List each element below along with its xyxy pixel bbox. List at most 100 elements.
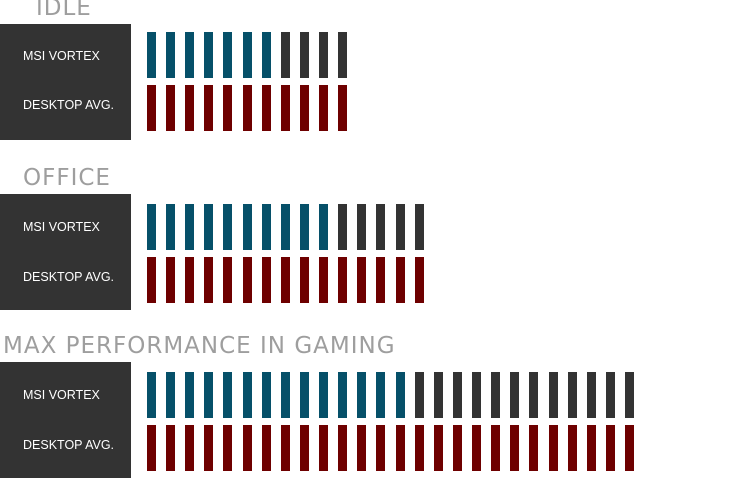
bar-segment-filled [204, 32, 213, 78]
bar-segment-filled [166, 372, 175, 418]
bar-segment-filled [396, 425, 405, 471]
bar-segment-empty [357, 204, 366, 250]
bar-segment-filled [204, 372, 213, 418]
bar-segment-empty [415, 372, 424, 418]
bar-segment-filled [319, 85, 328, 131]
bar-segment-filled [243, 257, 252, 303]
bar-segment-filled [204, 204, 213, 250]
bar-segment-filled [587, 425, 596, 471]
bar-segment-filled [243, 32, 252, 78]
bar-segment-filled [147, 32, 156, 78]
bar-segment-filled [223, 32, 232, 78]
bar-segment-filled [281, 425, 290, 471]
bar-segment-empty [281, 32, 290, 78]
bar-segment-filled [262, 372, 271, 418]
bar-segment-filled [376, 372, 385, 418]
bar-segment-filled [606, 425, 615, 471]
bar-segment-filled [281, 85, 290, 131]
bar-segment-filled [319, 204, 328, 250]
series-label-msi-vortex: MSI VORTEX [23, 220, 100, 234]
bar-segment-empty [510, 372, 519, 418]
bar-segment-empty [491, 372, 500, 418]
bar-segment-filled [281, 257, 290, 303]
bar-segment-filled [319, 372, 328, 418]
bar-segment-empty [549, 372, 558, 418]
section-title-max-performance-gaming: MAX PERFORMANCE IN GAMING [3, 333, 396, 359]
bar-segment-filled [243, 204, 252, 250]
bar-segment-filled [166, 204, 175, 250]
bar-segment-filled [300, 257, 309, 303]
bar-segment-filled [549, 425, 558, 471]
series-label-msi-vortex: MSI VORTEX [23, 49, 100, 63]
bar-segment-filled [338, 425, 347, 471]
bar-segment-filled [319, 257, 328, 303]
bar-segment-filled [166, 85, 175, 131]
bar-segment-filled [319, 425, 328, 471]
bar-segment-filled [166, 257, 175, 303]
bar-segment-filled [185, 32, 194, 78]
bar-segment-filled [281, 372, 290, 418]
bar-segment-filled [262, 85, 271, 131]
bar-segment-filled [415, 425, 424, 471]
bar-segment-filled [357, 257, 366, 303]
bar-segment-empty [568, 372, 577, 418]
bar-segment-filled [147, 85, 156, 131]
bar-segment-empty [319, 32, 328, 78]
series-label-desktop-avg: DESKTOP AVG. [23, 438, 115, 452]
bar-segment-filled [204, 257, 213, 303]
bar-segment-filled [529, 425, 538, 471]
bar-segment-filled [357, 425, 366, 471]
label-box-office [0, 194, 131, 310]
series-label-msi-vortex: MSI VORTEX [23, 388, 100, 402]
bar-segment-filled [491, 425, 500, 471]
bar-segment-filled [166, 425, 175, 471]
bar-segment-filled [338, 257, 347, 303]
bar-segment-empty [338, 204, 347, 250]
bar-segment-filled [396, 257, 405, 303]
bar-segment-filled [223, 204, 232, 250]
bar-segment-filled [415, 257, 424, 303]
bar-segment-filled [376, 257, 385, 303]
bar-segment-empty [529, 372, 538, 418]
bar-segment-filled [147, 204, 156, 250]
bar-segment-filled [204, 85, 213, 131]
bar-segment-filled [262, 425, 271, 471]
bar-segment-empty [587, 372, 596, 418]
bar-segment-empty [606, 372, 615, 418]
bar-segment-filled [453, 425, 462, 471]
bar-segment-filled [300, 372, 309, 418]
bar-segment-filled [568, 425, 577, 471]
bar-segment-filled [223, 85, 232, 131]
bar-segment-filled [223, 257, 232, 303]
bar-segment-filled [510, 425, 519, 471]
bar-segment-empty [625, 372, 634, 418]
section-title-idle: IDLE [36, 0, 92, 21]
bar-segment-filled [396, 372, 405, 418]
series-label-desktop-avg: DESKTOP AVG. [23, 270, 115, 284]
bar-segment-empty [415, 204, 424, 250]
bar-segment-empty [453, 372, 462, 418]
bar-segment-filled [262, 32, 271, 78]
bar-segment-filled [300, 204, 309, 250]
bar-segment-filled [185, 85, 194, 131]
label-box-idle [0, 24, 131, 140]
bar-segment-filled [262, 204, 271, 250]
bar-segment-empty [376, 204, 385, 250]
bar-segment-empty [338, 32, 347, 78]
bar-segment-filled [185, 425, 194, 471]
bar-segment-filled [243, 425, 252, 471]
bar-segment-filled [185, 372, 194, 418]
bar-segment-filled [300, 85, 309, 131]
bar-segment-filled [357, 372, 366, 418]
bar-segment-filled [185, 257, 194, 303]
bar-segment-empty [396, 204, 405, 250]
bar-segment-filled [243, 372, 252, 418]
series-label-desktop-avg: DESKTOP AVG. [23, 98, 115, 112]
section-title-office: OFFICE [23, 165, 111, 191]
bar-segment-filled [147, 372, 156, 418]
bar-segment-empty [300, 32, 309, 78]
bar-segment-filled [147, 425, 156, 471]
bar-segment-filled [338, 85, 347, 131]
bar-segment-filled [223, 425, 232, 471]
bar-segment-filled [243, 85, 252, 131]
